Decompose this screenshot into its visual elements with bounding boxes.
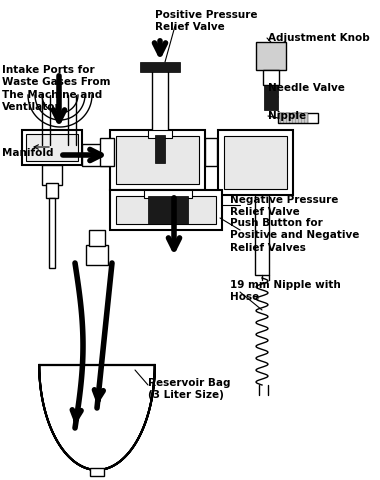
Text: Nipple: Nipple [268,111,306,121]
Text: Push Button for
Positive and Negative
Relief Valves: Push Button for Positive and Negative Re… [230,218,359,253]
Bar [116,136,199,184]
Bar [224,136,287,189]
Bar [140,62,180,72]
Text: Needle Valve: Needle Valve [268,83,345,93]
Bar [292,113,296,123]
Bar [286,113,290,123]
Polygon shape [39,365,155,470]
Text: Manifold: Manifold [2,148,54,158]
Bar [255,195,269,275]
Bar [155,135,165,163]
Bar [86,245,108,265]
Bar [46,183,58,198]
Bar [264,85,278,110]
Bar [22,130,82,165]
Bar [148,130,172,138]
Bar [205,138,217,166]
Bar [148,196,188,224]
Bar [280,113,284,123]
Bar [89,230,105,246]
Text: Positive Pressure
Relief Valve: Positive Pressure Relief Valve [155,10,258,33]
Text: Intake Ports for
Waste Gases From
The Machine and
Ventilator: Intake Ports for Waste Gases From The Ma… [2,65,111,112]
Text: Negative Pressure
Relief Valve: Negative Pressure Relief Valve [230,195,338,217]
Bar [110,130,205,190]
Bar [256,42,286,70]
Bar [152,70,168,132]
Bar [26,134,78,161]
Bar [263,70,279,85]
Bar [42,165,62,185]
Bar [82,144,112,166]
Bar [304,113,308,123]
Bar [116,196,216,224]
Bar [278,113,318,123]
Bar [218,130,293,195]
Bar [90,468,104,476]
Bar [100,138,114,166]
Text: Adjustment Knob: Adjustment Knob [268,33,370,43]
Bar [144,190,192,198]
Bar [110,190,222,230]
Text: Reservoir Bag
(3 Liter Size): Reservoir Bag (3 Liter Size) [148,378,231,400]
Text: 19 mm Nipple with
Hose: 19 mm Nipple with Hose [230,280,341,302]
Bar [298,113,302,123]
Bar [49,198,55,268]
